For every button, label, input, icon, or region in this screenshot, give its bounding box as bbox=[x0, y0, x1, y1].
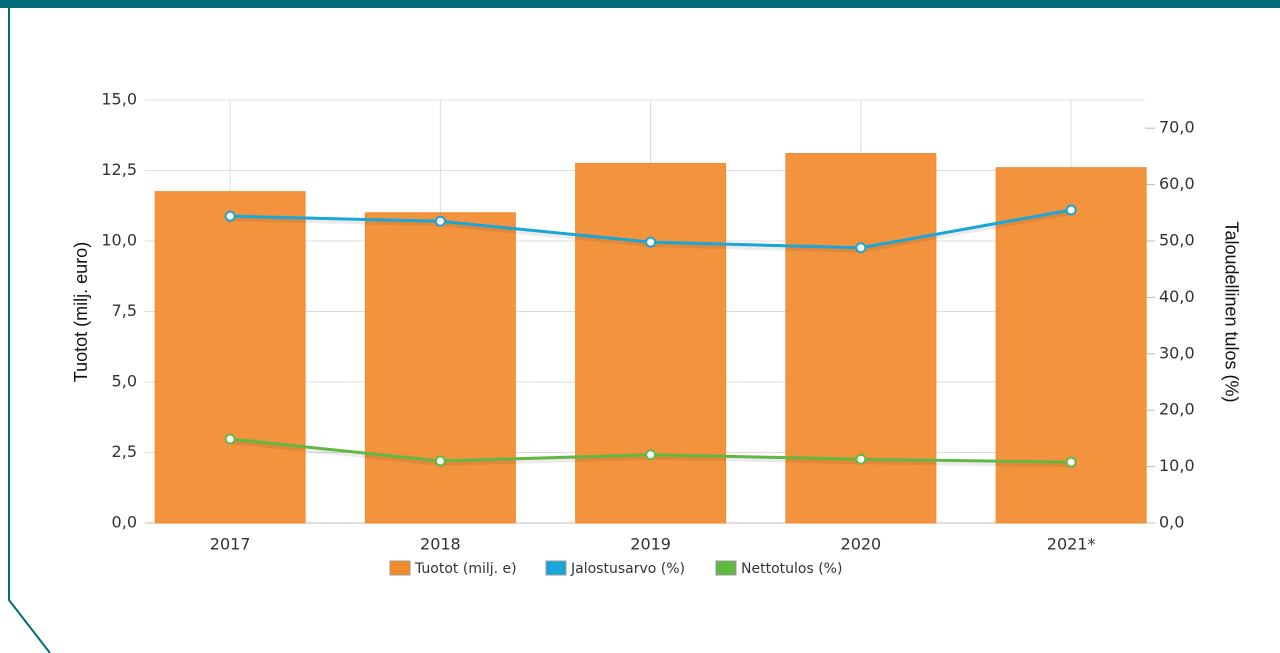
x-tick-label: 2018 bbox=[420, 535, 461, 554]
y-tick-label: 7,5 bbox=[112, 301, 137, 320]
y2-tick-label: 40,0 bbox=[1159, 287, 1195, 306]
y-axis-title: Tuotot (milj. euro) bbox=[71, 242, 91, 382]
x-tick-label: 2017 bbox=[210, 535, 251, 554]
y-tick-label: 2,5 bbox=[112, 442, 137, 461]
point bbox=[855, 242, 867, 254]
y2-tick-label: 0,0 bbox=[1159, 513, 1184, 532]
point bbox=[645, 449, 657, 461]
bar bbox=[785, 153, 937, 524]
y2-tick-label: 50,0 bbox=[1159, 231, 1195, 250]
y-tick-label: 5,0 bbox=[112, 372, 137, 391]
point bbox=[434, 455, 446, 467]
x-tick-label: 2019 bbox=[630, 535, 671, 554]
y-tick-label: 10,0 bbox=[101, 231, 137, 250]
y2-tick-label: 20,0 bbox=[1159, 400, 1195, 419]
point bbox=[434, 215, 446, 227]
y-tick-label: 15,0 bbox=[101, 90, 137, 109]
point bbox=[855, 453, 867, 465]
y-tick-label: 12,5 bbox=[101, 160, 137, 179]
legend-label: Jalostusarvo (%) bbox=[570, 561, 685, 577]
bar bbox=[154, 191, 306, 524]
point bbox=[645, 236, 657, 248]
top-bar bbox=[0, 0, 1280, 8]
y2-tick-label: 60,0 bbox=[1159, 174, 1195, 193]
bar bbox=[364, 212, 516, 524]
x-tick-label: 2021* bbox=[1047, 535, 1096, 554]
legend-swatch bbox=[545, 560, 567, 576]
y-tick-label: 0,0 bbox=[112, 513, 137, 532]
y2-tick-label: 30,0 bbox=[1159, 343, 1195, 362]
legend-label: Nettotulos (%) bbox=[741, 561, 842, 577]
y2-axis-title: Taloudellinen tulos (%) bbox=[1221, 221, 1241, 402]
x-tick-label: 2020 bbox=[841, 535, 882, 554]
bar bbox=[575, 162, 727, 524]
legend-swatch bbox=[715, 560, 737, 576]
point bbox=[224, 433, 236, 445]
y2-tick-label: 10,0 bbox=[1159, 456, 1195, 475]
point bbox=[1065, 456, 1077, 468]
point bbox=[1065, 204, 1077, 216]
point bbox=[224, 210, 236, 222]
frame-edge bbox=[8, 8, 51, 653]
legend-label: Tuotot (milj. e) bbox=[414, 561, 517, 577]
legend-swatch bbox=[389, 560, 411, 576]
y2-tick-label: 70,0 bbox=[1159, 118, 1195, 137]
